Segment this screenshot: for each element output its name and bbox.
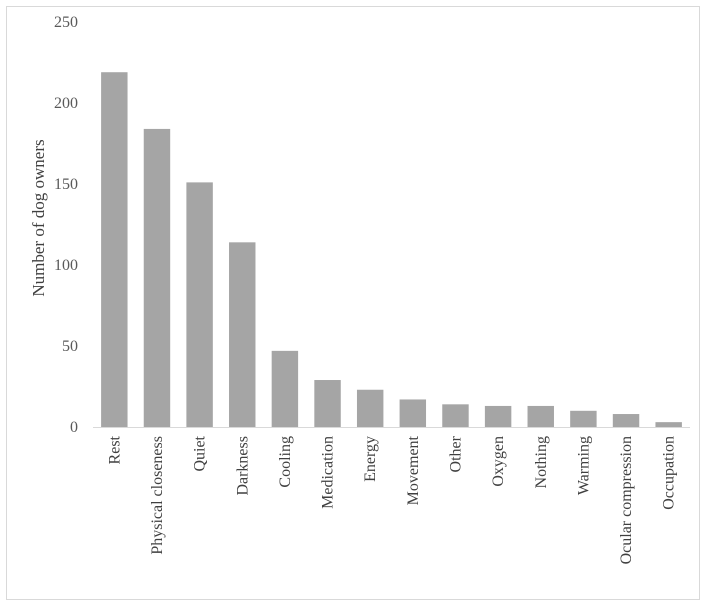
x-tick-label: Warming (575, 436, 592, 495)
bars (101, 72, 682, 428)
y-axis-title: Number of dog owners (29, 139, 48, 296)
y-tick-label: 0 (70, 419, 78, 436)
bar (229, 242, 256, 427)
x-tick-label: Energy (362, 436, 379, 482)
x-tick-label: Rest (106, 435, 123, 464)
y-tick-label: 250 (54, 14, 78, 31)
x-tick-label: Medication (320, 436, 337, 509)
y-tick-label: 150 (54, 176, 78, 193)
x-axis-labels: Rest Physical closeness Quiet Darkness Cooli… (106, 435, 677, 564)
bar (612, 414, 640, 427)
bar (101, 72, 128, 427)
bar (655, 422, 682, 427)
x-tick-label: Occupation (661, 436, 678, 510)
y-tick-label: 50 (62, 338, 78, 355)
x-tick-label: Movement (405, 435, 422, 505)
bar (527, 405, 554, 427)
y-tick-label: 200 (54, 95, 78, 112)
bar (186, 182, 213, 427)
x-tick-label: Cooling (277, 436, 294, 488)
bar (442, 404, 469, 427)
bar (271, 350, 299, 427)
bar (314, 380, 341, 427)
x-tick-label: Quiet (192, 435, 209, 471)
bar (356, 389, 384, 427)
bar (399, 399, 427, 427)
x-tick-label: Oxygen (490, 436, 507, 487)
bar (570, 410, 597, 427)
x-tick-label: Darkness (234, 436, 251, 496)
x-tick-label: Ocular compression (618, 436, 635, 564)
x-tick-label: Physical closeness (149, 436, 166, 555)
y-axis-ticks: 0 50 100 150 200 250 (54, 14, 78, 436)
bar (143, 128, 171, 428)
x-tick-label: Other (447, 435, 464, 472)
y-tick-label: 100 (54, 257, 78, 274)
x-tick-label: Nothing (533, 436, 550, 488)
bar (484, 405, 512, 427)
